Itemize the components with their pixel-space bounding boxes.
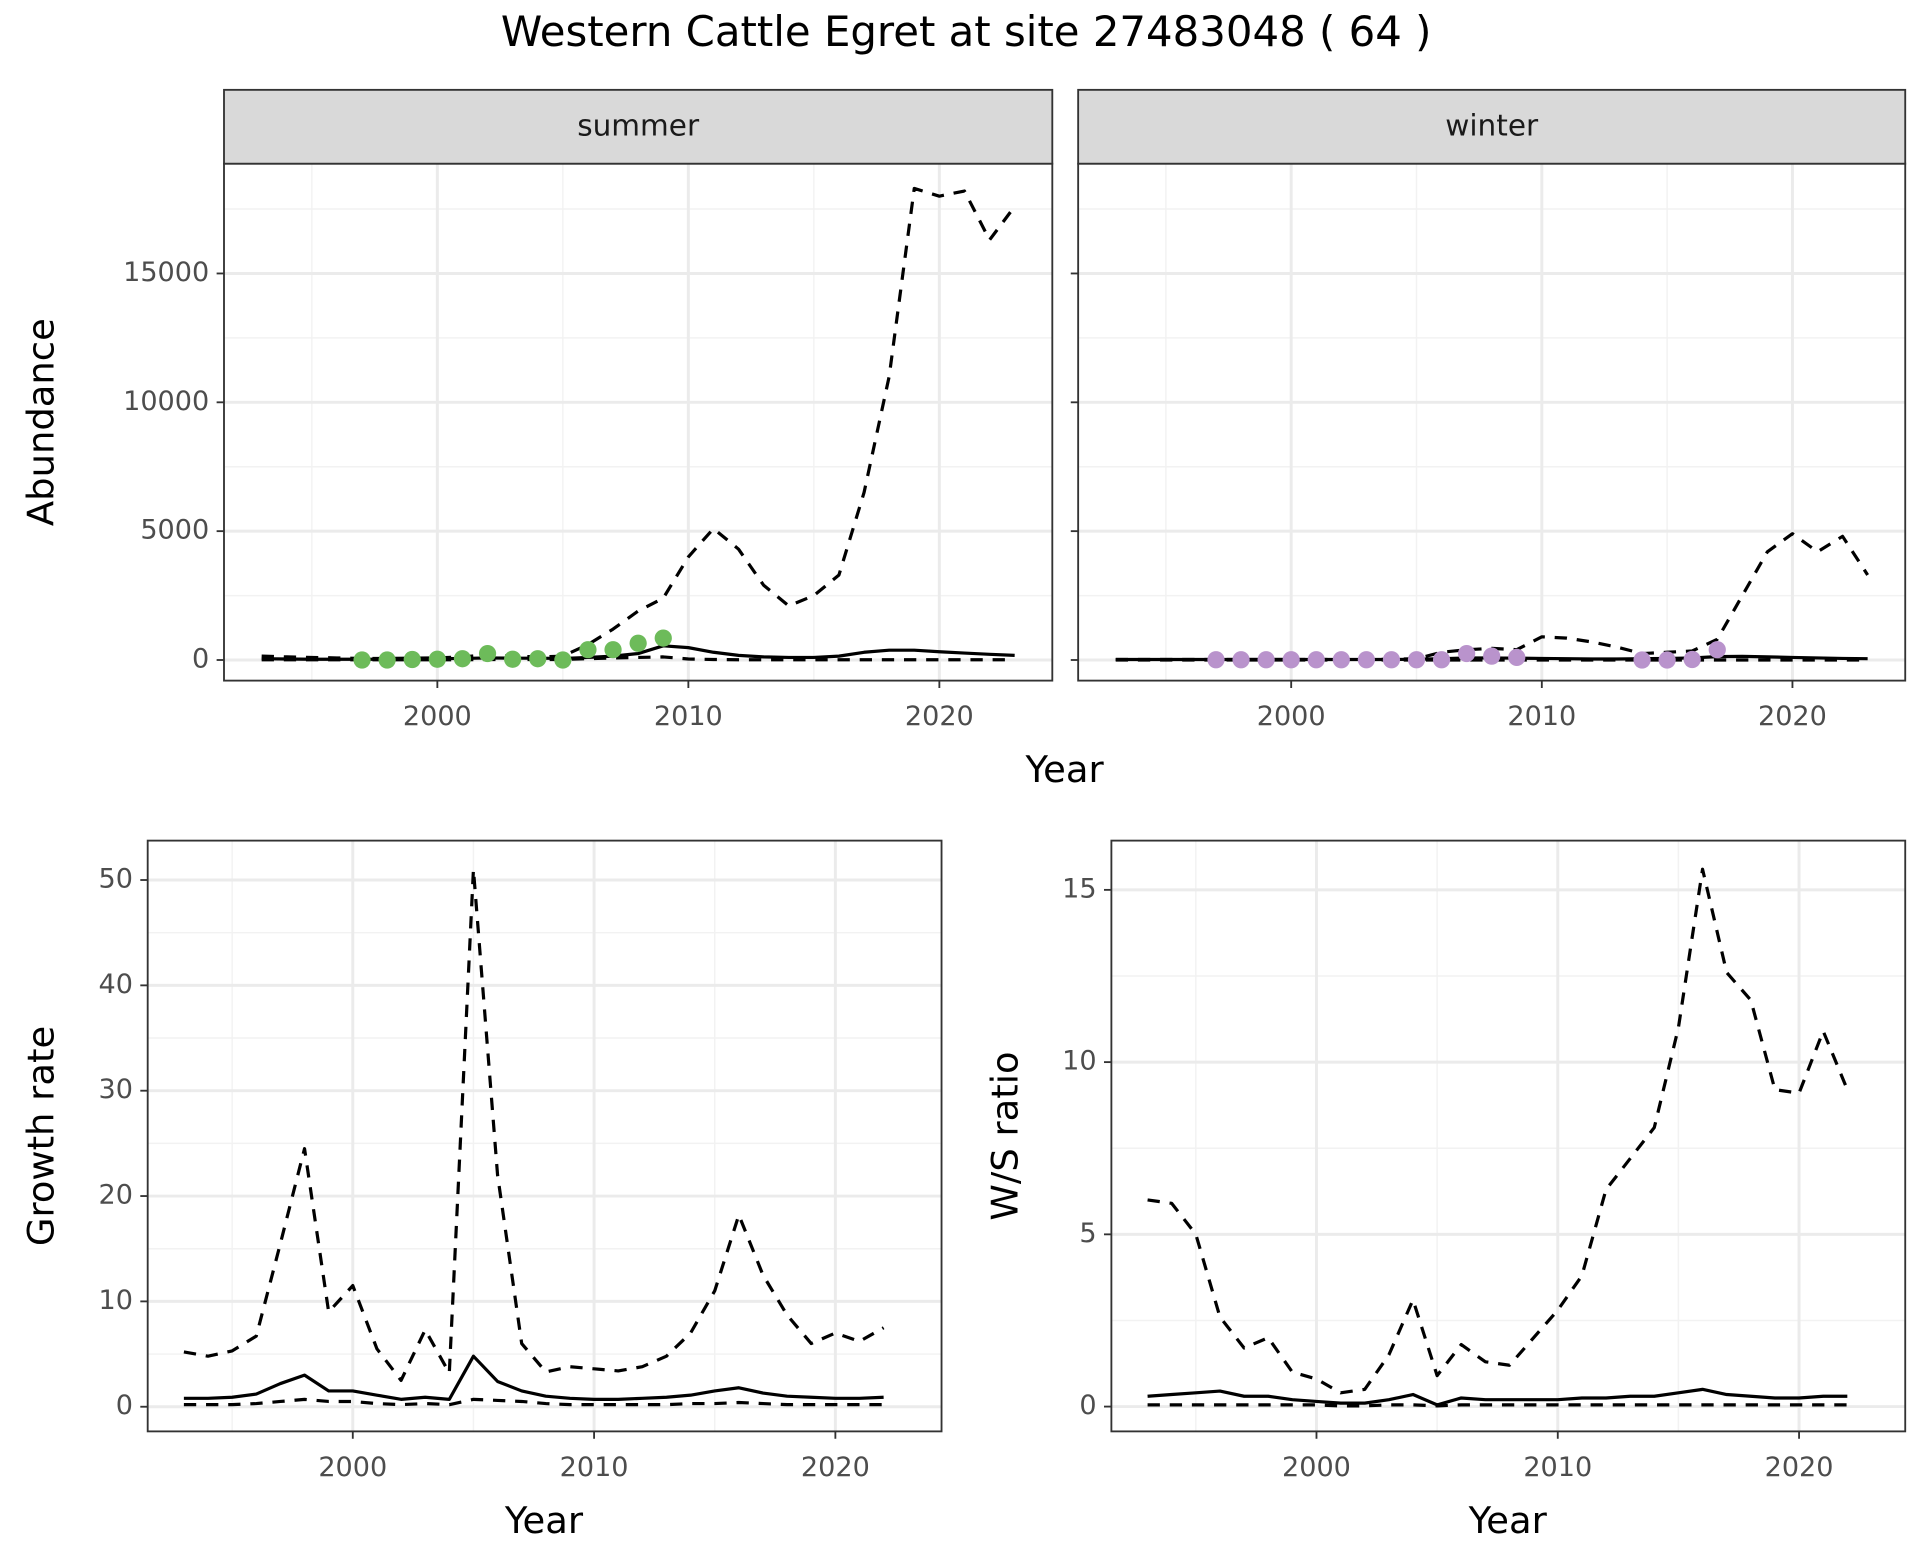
y-tick-label: 15 <box>1062 873 1096 904</box>
data-point <box>554 651 572 669</box>
y-tick-label: 5000 <box>140 515 209 546</box>
y-axis-title: Abundance <box>20 318 63 526</box>
data-point <box>1332 651 1350 669</box>
panel-background <box>1111 840 1906 1432</box>
data-point <box>604 641 622 659</box>
data-point <box>378 651 396 669</box>
data-point <box>654 629 672 647</box>
y-tick-label: 10 <box>98 1285 132 1316</box>
x-axis-title: Year <box>1468 1499 1548 1542</box>
interval-line <box>1147 867 1849 1395</box>
data-point <box>353 651 371 669</box>
data-point <box>1357 651 1375 669</box>
x-tick-label: 2020 <box>801 1452 870 1483</box>
data-point <box>478 644 497 663</box>
data-point <box>1458 644 1476 663</box>
y-tick-label: 10000 <box>123 386 209 417</box>
panel-background <box>1078 163 1906 681</box>
x-tick-label: 2000 <box>1282 1452 1351 1483</box>
data-point <box>403 650 421 669</box>
data-point <box>453 650 472 668</box>
y-axis-title: Growth rate <box>20 1026 63 1246</box>
data-point <box>428 650 446 668</box>
interval-line <box>261 655 1015 662</box>
data-point <box>1232 651 1250 669</box>
figure-title: Western Cattle Egret at site 27483048 ( … <box>501 7 1432 56</box>
panel-border <box>1110 839 1907 1433</box>
data-point <box>629 634 647 652</box>
data-point <box>1483 647 1501 665</box>
data-point <box>1407 651 1426 669</box>
y-tick-label: 0 <box>1079 1390 1096 1421</box>
data-point <box>1508 648 1526 667</box>
x-axis-title: Year <box>1025 748 1105 791</box>
x-tick-label: 2000 <box>1257 701 1326 732</box>
y-tick-label: 15000 <box>123 257 209 288</box>
panel-background <box>224 163 1053 681</box>
data-layer <box>1147 867 1849 1408</box>
data-point <box>1307 651 1325 669</box>
x-tick-label: 2000 <box>403 701 472 732</box>
y-tick-label: 40 <box>98 969 132 1000</box>
x-tick-label: 2020 <box>1758 701 1827 732</box>
data-layer <box>1115 532 1869 669</box>
x-tick-label: 2020 <box>905 701 974 732</box>
x-tick-label: 2020 <box>1765 1452 1834 1483</box>
facet-label: summer <box>577 108 700 142</box>
data-point <box>1708 641 1726 659</box>
x-axis-title: Year <box>504 1499 584 1542</box>
data-layer <box>183 867 885 1407</box>
panel: 2000 2010 2020 0 10 20 30 40 50 Growth rate Year <box>20 839 943 1542</box>
panel: 2000 2010 2020 winter <box>1070 88 1907 732</box>
panel-background <box>147 840 942 1432</box>
x-tick-label: 2000 <box>318 1452 387 1483</box>
x-tick-label: 2010 <box>654 701 723 732</box>
data-point <box>1257 651 1275 669</box>
data-point <box>1683 650 1701 669</box>
x-tick-label: 2010 <box>1523 1452 1592 1483</box>
interval-line <box>183 1397 884 1407</box>
data-point <box>1432 651 1451 669</box>
median-line <box>183 1354 884 1401</box>
data-layer <box>261 186 1016 669</box>
interval-line <box>1147 1403 1848 1408</box>
y-tick-label: 20 <box>98 1180 132 1211</box>
y-axis-title: W/S ratio <box>983 1051 1026 1220</box>
facet-strip <box>1077 88 1907 165</box>
panel: 2000 2010 2020 0 5000 10000 15000 summer Abundan… <box>20 88 1105 791</box>
facet-label: winter <box>1445 108 1539 142</box>
panel-border <box>146 839 943 1433</box>
y-tick-label: 0 <box>192 644 209 675</box>
x-tick-label: 2010 <box>560 1452 629 1483</box>
y-tick-label: 0 <box>116 1390 133 1421</box>
y-tick-label: 5 <box>1079 1218 1096 1249</box>
data-point <box>1633 651 1651 669</box>
data-point <box>579 641 597 659</box>
y-tick-label: 10 <box>1062 1046 1096 1077</box>
data-point <box>529 650 547 668</box>
facet-strip <box>223 88 1054 165</box>
data-point <box>1282 651 1300 669</box>
x-tick-label: 2010 <box>1507 701 1576 732</box>
y-tick-label: 50 <box>98 864 132 895</box>
data-point <box>504 650 522 668</box>
data-point <box>1658 651 1676 669</box>
data-point <box>1382 651 1401 669</box>
panel: 2000 2010 2020 0 5 10 15 W/S ratio Year <box>983 839 1907 1542</box>
interval-line <box>183 867 885 1382</box>
median-line <box>1147 1387 1848 1407</box>
y-tick-label: 30 <box>98 1074 132 1105</box>
data-point <box>1207 651 1225 669</box>
